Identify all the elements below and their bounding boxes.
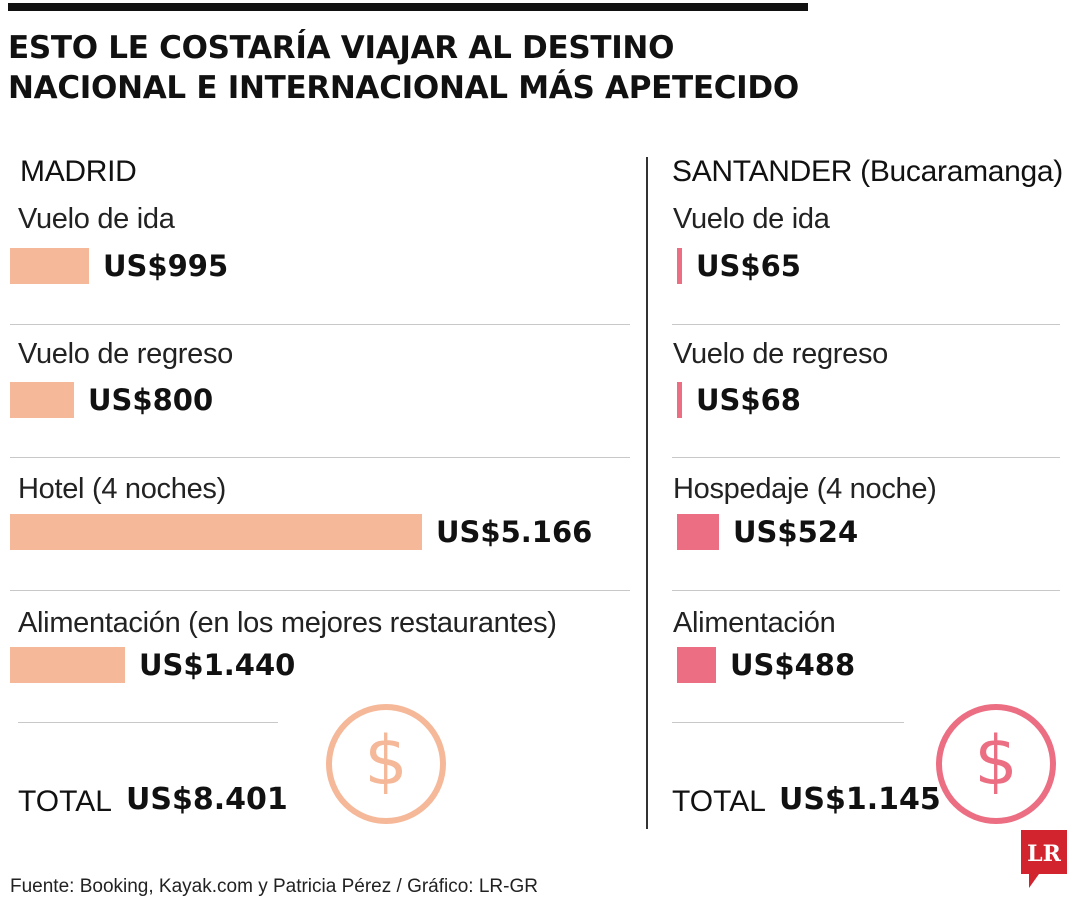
chart-title-line-2: NACIONAL E INTERNACIONAL MÁS APETECIDO: [8, 70, 799, 106]
separator: [10, 324, 630, 325]
santander-value-vuelo-regreso: US$68: [696, 383, 801, 417]
madrid-bar-vuelo-ida: [10, 248, 89, 284]
panel-heading-santander: SANTANDER (Bucaramanga): [672, 155, 1063, 188]
svg-text:$: $: [364, 722, 407, 801]
top-rule: [8, 3, 808, 11]
santander-label-vuelo-ida: Vuelo de ida: [673, 203, 830, 235]
madrid-bar-vuelo-regreso: [10, 382, 74, 418]
madrid-value-vuelo-ida: US$995: [103, 249, 229, 283]
logo-text: LR: [1027, 841, 1061, 867]
madrid-label-hotel: Hotel (4 noches): [18, 473, 226, 505]
separator: [672, 457, 1060, 458]
column-divider: [646, 157, 648, 829]
chart-title: ESTO LE COSTARÍA VIAJAR AL DESTINO NACIO…: [8, 28, 1048, 108]
madrid-value-alimentacion: US$1.440: [139, 648, 296, 682]
santander-value-alimentacion: US$488: [730, 648, 856, 682]
santander-total-label: TOTAL: [672, 785, 766, 818]
madrid-label-alimentacion: Alimentación (en los mejores restaurante…: [18, 607, 557, 639]
separator: [672, 324, 1060, 325]
santander-label-alimentacion: Alimentación: [673, 607, 836, 639]
lr-logo-icon: LR: [1021, 830, 1067, 888]
santander-label-hospedaje: Hospedaje (4 noche): [673, 473, 937, 505]
madrid-bar-hotel: [10, 514, 422, 550]
santander-total-value: US$1.145: [779, 782, 941, 817]
madrid-label-vuelo-regreso: Vuelo de regreso: [18, 338, 233, 370]
madrid-value-hotel: US$5.166: [436, 515, 593, 549]
santander-bar-vuelo-ida: [677, 248, 682, 284]
madrid-total-value: US$8.401: [126, 782, 288, 817]
separator: [10, 590, 630, 591]
santander-label-vuelo-regreso: Vuelo de regreso: [673, 338, 888, 370]
source-note: Fuente: Booking, Kayak.com y Patricia Pé…: [10, 876, 538, 897]
santander-bar-vuelo-regreso: [677, 382, 682, 418]
separator: [672, 590, 1060, 591]
madrid-value-vuelo-regreso: US$800: [88, 383, 214, 417]
madrid-bar-alimentacion: [10, 647, 125, 683]
santander-value-vuelo-ida: US$65: [696, 249, 801, 283]
panel-heading-madrid: MADRID: [20, 155, 137, 188]
separator: [672, 722, 904, 723]
separator: [18, 722, 278, 723]
separator: [10, 457, 630, 458]
svg-text:$: $: [974, 722, 1017, 801]
santander-bar-alimentacion: [677, 647, 716, 683]
santander-value-hospedaje: US$524: [733, 515, 859, 549]
dollar-coin-icon: $: [326, 704, 446, 824]
madrid-total-label: TOTAL: [18, 785, 112, 818]
santander-bar-hospedaje: [677, 514, 719, 550]
chart-title-line-1: ESTO LE COSTARÍA VIAJAR AL DESTINO: [8, 30, 675, 66]
madrid-label-vuelo-ida: Vuelo de ida: [18, 203, 175, 235]
dollar-coin-icon: $: [936, 704, 1056, 824]
